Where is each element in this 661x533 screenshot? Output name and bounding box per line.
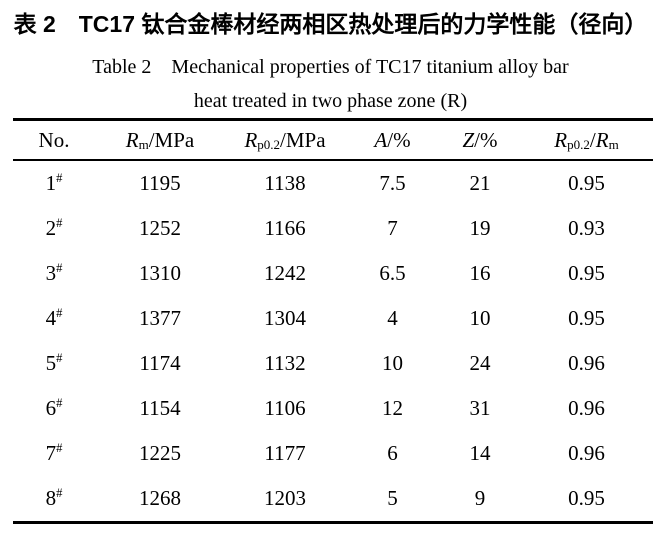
cell-ratio: 0.95 xyxy=(568,261,605,285)
cell-ratio: 0.93 xyxy=(568,216,605,240)
cell-ratio: 0.96 xyxy=(568,396,605,420)
table-row: 1# 1195 1138 7.5 21 0.95 xyxy=(13,160,653,206)
cell-rp02: 1203 xyxy=(264,486,306,510)
cell-rp02: 1166 xyxy=(264,216,306,240)
cell-no: 5# xyxy=(45,351,63,375)
cell-no: 6# xyxy=(45,396,63,420)
cell-rp02: 1304 xyxy=(264,306,306,330)
cell-rm: 1174 xyxy=(139,351,181,375)
cell-z: 9 xyxy=(474,486,486,510)
cell-rp02: 1132 xyxy=(264,351,306,375)
hash-superscript: # xyxy=(56,261,63,275)
cell-rm: 1225 xyxy=(139,441,181,465)
cell-a: 5 xyxy=(387,486,398,510)
cell-ratio: 0.95 xyxy=(568,171,605,195)
cell-ratio: 0.96 xyxy=(568,351,605,375)
col-header-ratio: Rp0.2/Rm xyxy=(520,119,653,161)
col-header-rp02: Rp0.2/MPa xyxy=(225,119,345,161)
hash-superscript: # xyxy=(56,396,63,410)
cell-a: 7.5 xyxy=(379,171,406,195)
hash-superscript: # xyxy=(56,171,63,185)
cell-no: 3# xyxy=(45,261,63,285)
col-header-rm: Rm/MPa xyxy=(95,119,225,161)
table-row: 3# 1310 1242 6.5 16 0.95 xyxy=(13,251,653,296)
cell-rp02: 1138 xyxy=(264,171,306,195)
cell-ratio: 0.96 xyxy=(568,441,605,465)
cell-z: 19 xyxy=(469,216,491,240)
cell-no: 8# xyxy=(45,486,63,510)
table-caption-zh: 表 2 TC17 钛合金棒材经两相区热处理后的力学性能（径向） xyxy=(13,11,648,37)
cell-z: 31 xyxy=(469,396,491,420)
hash-superscript: # xyxy=(56,306,63,320)
cell-a: 4 xyxy=(387,306,398,330)
cell-no: 2# xyxy=(45,216,63,240)
table-row: 2# 1252 1166 7 19 0.93 xyxy=(13,206,653,251)
hash-superscript: # xyxy=(56,216,63,230)
table-row: 5# 1174 1132 10 24 0.96 xyxy=(13,341,653,386)
cell-z: 16 xyxy=(469,261,491,285)
table-row: 6# 1154 1106 12 31 0.96 xyxy=(13,386,653,431)
cell-no: 7# xyxy=(45,441,63,465)
cell-no: 1# xyxy=(45,171,63,195)
cell-rp02: 1106 xyxy=(264,396,306,420)
cell-no: 4# xyxy=(45,306,63,330)
cell-rm: 1377 xyxy=(139,306,181,330)
table-row: 7# 1225 1177 6 14 0.96 xyxy=(13,431,653,476)
cell-z: 24 xyxy=(469,351,491,375)
cell-rp02: 1177 xyxy=(264,441,306,465)
cell-rm: 1268 xyxy=(139,486,181,510)
cell-ratio: 0.95 xyxy=(568,306,605,330)
cell-rm: 1154 xyxy=(139,396,181,420)
hash-superscript: # xyxy=(56,351,63,365)
cell-z: 21 xyxy=(469,171,491,195)
cell-rm: 1252 xyxy=(139,216,181,240)
table-caption-en-line2: heat treated in two phase zone (R) xyxy=(193,90,468,112)
hash-superscript: # xyxy=(56,441,63,455)
cell-rm: 1310 xyxy=(139,261,181,285)
col-header-a: A/% xyxy=(345,119,440,161)
table-row: 8# 1268 1203 5 9 0.95 xyxy=(13,476,653,523)
cell-rm: 1195 xyxy=(139,171,181,195)
cell-a: 6.5 xyxy=(379,261,406,285)
table-header-row: No. Rm/MPa Rp0.2/MPa A/% Z/% Rp0.2/Rm xyxy=(13,119,653,161)
cell-a: 7 xyxy=(387,216,398,240)
cell-a: 6 xyxy=(387,441,398,465)
col-header-z: Z/% xyxy=(440,119,520,161)
cell-z: 10 xyxy=(469,306,491,330)
hash-superscript: # xyxy=(56,486,63,500)
cell-ratio: 0.95 xyxy=(568,486,605,510)
table-caption-en-line1: Table 2 Mechanical properties of TC17 ti… xyxy=(92,56,569,78)
mechanical-properties-table: No. Rm/MPa Rp0.2/MPa A/% Z/% Rp0.2/Rm 1#… xyxy=(13,118,653,524)
cell-z: 14 xyxy=(469,441,491,465)
col-header-no: No. xyxy=(13,119,95,161)
cell-a: 10 xyxy=(382,351,403,375)
cell-a: 12 xyxy=(382,396,403,420)
cell-rp02: 1242 xyxy=(264,261,306,285)
table-row: 4# 1377 1304 4 10 0.95 xyxy=(13,296,653,341)
